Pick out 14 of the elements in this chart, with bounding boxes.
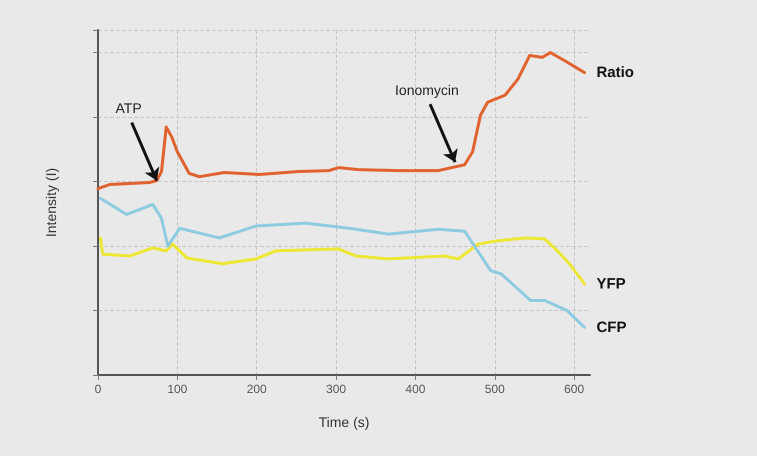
series-label: CFP bbox=[596, 318, 626, 336]
x-tick-label: 0 bbox=[94, 382, 102, 396]
series-label: Ratio bbox=[596, 64, 634, 82]
annotation: ATP bbox=[115, 100, 142, 116]
x-tick-label: 200 bbox=[246, 382, 268, 396]
x-axis-title: Time (s) bbox=[318, 414, 370, 430]
x-tick-label: 100 bbox=[167, 382, 188, 396]
y-axis-title: Intensity (I) bbox=[43, 168, 59, 238]
series-label: YFP bbox=[596, 275, 626, 292]
x-tick-label: 600 bbox=[564, 382, 584, 396]
x-tick-label: 400 bbox=[405, 382, 426, 396]
annotation: Ionomycin bbox=[395, 82, 459, 98]
x-tick-label: 500 bbox=[484, 382, 506, 396]
x-tick-label: 300 bbox=[326, 382, 346, 396]
